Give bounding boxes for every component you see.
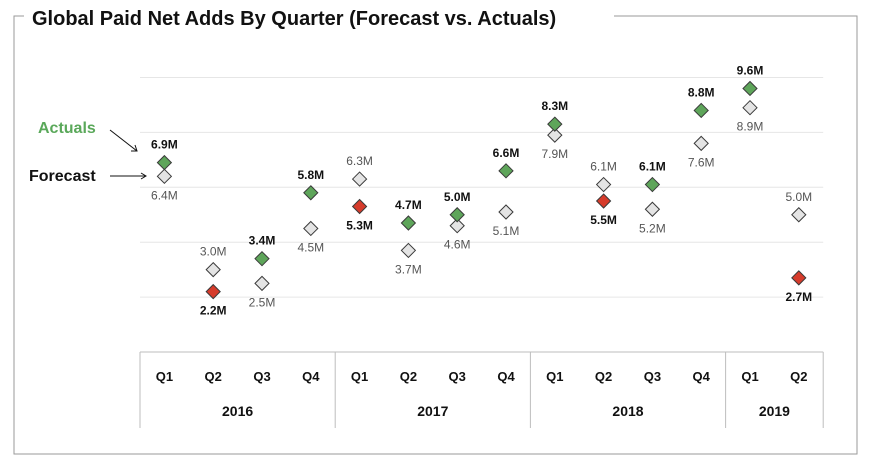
quarter-tick-label: Q2 xyxy=(790,369,807,384)
forecast-point xyxy=(693,135,709,152)
forecast-data-label: 6.4M xyxy=(151,188,178,202)
data-points: 6.9M 6.4M 2.2M 3.0M 3.4M 2.5M 5.8M 4.5M 5.3M 6.3M… xyxy=(151,63,812,317)
actual-point-beat xyxy=(742,80,758,97)
actual-data-label: 4.7M xyxy=(395,198,422,212)
actual-point-beat xyxy=(498,163,514,179)
forecast-data-label: 3.7M xyxy=(395,262,422,276)
forecast-point xyxy=(303,220,319,237)
legend-forecast-arrowhead xyxy=(140,172,147,180)
forecast-data-label: 4.6M xyxy=(444,238,471,252)
actual-data-label: 5.0M xyxy=(444,190,471,204)
actual-data-label: 9.6M xyxy=(737,63,764,77)
actual-point-miss xyxy=(791,270,807,286)
actual-point-miss xyxy=(595,193,612,209)
quarter-tick-label: Q2 xyxy=(400,369,417,384)
quarter-tick-label: Q2 xyxy=(205,369,222,384)
actual-data-label: 5.8M xyxy=(297,168,324,182)
quarter-tick-label: Q2 xyxy=(595,369,612,384)
actual-point-beat xyxy=(547,116,563,132)
quarter-tick-label: Q3 xyxy=(449,369,466,384)
actual-point-beat xyxy=(644,176,661,193)
year-label: 2018 xyxy=(612,403,643,419)
forecast-point xyxy=(498,204,514,220)
chart-title: Global Paid Net Adds By Quarter (Forecas… xyxy=(32,8,556,30)
legend: Actuals Forecast xyxy=(29,120,147,185)
actual-point-beat xyxy=(400,215,417,231)
forecast-point xyxy=(254,275,270,292)
actual-data-label: 6.9M xyxy=(151,138,178,152)
actual-point-beat xyxy=(449,207,465,223)
forecast-data-label: 7.9M xyxy=(541,147,568,161)
forecast-data-label: 5.2M xyxy=(639,221,666,235)
forecast-point xyxy=(156,168,173,185)
forecast-data-label: 8.9M xyxy=(737,120,764,134)
quarter-tick-label: Q3 xyxy=(253,369,270,384)
forecast-point xyxy=(547,127,563,143)
quarter-tick-label: Q4 xyxy=(497,369,515,384)
actual-data-label: 3.4M xyxy=(249,234,276,248)
actual-data-label: 8.8M xyxy=(688,85,715,99)
forecast-data-label: 5.1M xyxy=(493,224,520,238)
forecast-point xyxy=(791,207,807,223)
forecast-point xyxy=(742,99,758,116)
forecast-point xyxy=(449,218,465,234)
legend-actuals-label: Actuals xyxy=(38,120,96,137)
year-label: 2019 xyxy=(759,403,790,419)
legend-actuals-arrowhead xyxy=(131,144,138,152)
forecast-point xyxy=(644,201,661,217)
forecast-point xyxy=(205,261,221,278)
forecast-data-label: 6.1M xyxy=(590,160,617,174)
actual-point-beat xyxy=(303,185,319,201)
quarter-tick-label: Q1 xyxy=(741,369,758,384)
quarter-tick-label: Q1 xyxy=(156,369,173,384)
legend-actuals-arrow xyxy=(109,129,138,152)
actual-data-label: 6.1M xyxy=(639,160,666,174)
actual-data-label: 5.3M xyxy=(346,219,373,233)
actual-data-label: 2.7M xyxy=(785,290,812,304)
year-label: 2016 xyxy=(222,403,253,419)
forecast-data-label: 4.5M xyxy=(297,240,324,254)
actual-data-label: 6.6M xyxy=(493,146,520,160)
actual-point-beat xyxy=(254,250,270,267)
forecast-point xyxy=(595,176,612,193)
forecast-data-label: 5.0M xyxy=(785,190,812,204)
gridlines xyxy=(140,77,824,298)
forecast-data-label: 6.3M xyxy=(346,154,373,168)
legend-forecast-label: Forecast xyxy=(29,168,96,185)
quarter-tick-label: Q4 xyxy=(302,369,320,384)
title-background xyxy=(24,4,614,32)
actual-data-label: 8.3M xyxy=(541,99,568,113)
actual-point-miss xyxy=(351,198,368,215)
forecast-point xyxy=(351,171,368,187)
category-axis: Q1 Q2 Q3 Q4 Q1 Q2 Q3 Q4 Q1 Q2 Q3 Q4 Q1 Q2 2016 2017 2018… xyxy=(139,351,824,428)
forecast-point xyxy=(400,242,417,259)
actual-point-beat xyxy=(693,102,709,119)
quarter-tick-label: Q1 xyxy=(351,369,368,384)
year-label: 2017 xyxy=(417,403,448,419)
forecast-data-label: 7.6M xyxy=(688,155,715,169)
forecast-data-label: 3.0M xyxy=(200,245,227,259)
quarter-tick-label: Q4 xyxy=(693,369,711,384)
actual-point-miss xyxy=(205,283,221,300)
actual-data-label: 2.2M xyxy=(200,304,227,318)
actual-point-beat xyxy=(156,154,173,171)
quarter-tick-label: Q1 xyxy=(546,369,563,384)
forecast-data-label: 2.5M xyxy=(249,295,276,309)
actual-data-label: 5.5M xyxy=(590,213,617,227)
quarter-tick-label: Q3 xyxy=(644,369,661,384)
